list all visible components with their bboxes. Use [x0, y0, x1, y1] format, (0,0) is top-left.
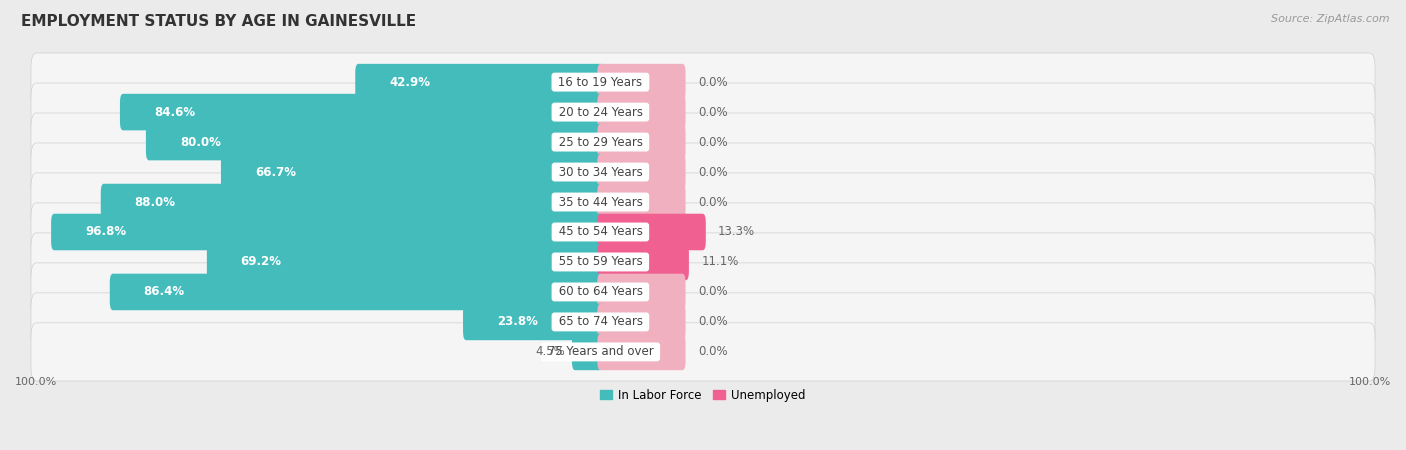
- Text: 13.3%: 13.3%: [718, 225, 755, 238]
- Text: 25 to 29 Years: 25 to 29 Years: [554, 135, 647, 148]
- Text: 42.9%: 42.9%: [389, 76, 430, 89]
- FancyBboxPatch shape: [120, 94, 603, 130]
- Text: 45 to 54 Years: 45 to 54 Years: [554, 225, 647, 238]
- FancyBboxPatch shape: [356, 64, 603, 100]
- FancyBboxPatch shape: [598, 64, 686, 100]
- Text: 0.0%: 0.0%: [697, 285, 727, 298]
- FancyBboxPatch shape: [598, 94, 686, 130]
- FancyBboxPatch shape: [31, 173, 1375, 231]
- Text: 75 Years and over: 75 Years and over: [544, 346, 657, 358]
- FancyBboxPatch shape: [110, 274, 603, 310]
- Text: 0.0%: 0.0%: [697, 315, 727, 328]
- FancyBboxPatch shape: [598, 124, 686, 160]
- Text: 23.8%: 23.8%: [496, 315, 537, 328]
- FancyBboxPatch shape: [31, 293, 1375, 351]
- Text: Source: ZipAtlas.com: Source: ZipAtlas.com: [1271, 14, 1389, 23]
- Text: 4.5%: 4.5%: [536, 346, 565, 358]
- FancyBboxPatch shape: [31, 83, 1375, 141]
- FancyBboxPatch shape: [572, 333, 603, 370]
- FancyBboxPatch shape: [31, 263, 1375, 321]
- FancyBboxPatch shape: [31, 233, 1375, 291]
- Text: EMPLOYMENT STATUS BY AGE IN GAINESVILLE: EMPLOYMENT STATUS BY AGE IN GAINESVILLE: [21, 14, 416, 28]
- Text: 11.1%: 11.1%: [702, 256, 738, 269]
- FancyBboxPatch shape: [31, 143, 1375, 201]
- FancyBboxPatch shape: [463, 304, 603, 340]
- FancyBboxPatch shape: [598, 304, 686, 340]
- FancyBboxPatch shape: [598, 274, 686, 310]
- FancyBboxPatch shape: [146, 124, 603, 160]
- Text: 0.0%: 0.0%: [697, 135, 727, 148]
- Text: 0.0%: 0.0%: [697, 195, 727, 208]
- Text: 60 to 64 Years: 60 to 64 Years: [554, 285, 647, 298]
- Text: 35 to 44 Years: 35 to 44 Years: [554, 195, 647, 208]
- FancyBboxPatch shape: [31, 323, 1375, 381]
- Text: 80.0%: 80.0%: [180, 135, 221, 148]
- Text: 0.0%: 0.0%: [697, 106, 727, 119]
- FancyBboxPatch shape: [598, 244, 689, 280]
- Text: 20 to 24 Years: 20 to 24 Years: [554, 106, 647, 119]
- FancyBboxPatch shape: [31, 53, 1375, 111]
- FancyBboxPatch shape: [101, 184, 603, 220]
- Text: 96.8%: 96.8%: [84, 225, 127, 238]
- Text: 66.7%: 66.7%: [254, 166, 295, 179]
- FancyBboxPatch shape: [598, 214, 706, 250]
- FancyBboxPatch shape: [221, 154, 603, 190]
- FancyBboxPatch shape: [31, 203, 1375, 261]
- FancyBboxPatch shape: [598, 154, 686, 190]
- Text: 0.0%: 0.0%: [697, 166, 727, 179]
- Legend: In Labor Force, Unemployed: In Labor Force, Unemployed: [596, 384, 810, 406]
- FancyBboxPatch shape: [598, 333, 686, 370]
- Text: 88.0%: 88.0%: [135, 195, 176, 208]
- FancyBboxPatch shape: [31, 113, 1375, 171]
- Text: 55 to 59 Years: 55 to 59 Years: [554, 256, 647, 269]
- Text: 0.0%: 0.0%: [697, 346, 727, 358]
- Text: 84.6%: 84.6%: [153, 106, 195, 119]
- FancyBboxPatch shape: [598, 184, 686, 220]
- Text: 65 to 74 Years: 65 to 74 Years: [554, 315, 647, 328]
- FancyBboxPatch shape: [51, 214, 603, 250]
- Text: 69.2%: 69.2%: [240, 256, 281, 269]
- Text: 86.4%: 86.4%: [143, 285, 184, 298]
- FancyBboxPatch shape: [207, 244, 603, 280]
- Text: 30 to 34 Years: 30 to 34 Years: [554, 166, 647, 179]
- Text: 16 to 19 Years: 16 to 19 Years: [554, 76, 647, 89]
- Text: 0.0%: 0.0%: [697, 76, 727, 89]
